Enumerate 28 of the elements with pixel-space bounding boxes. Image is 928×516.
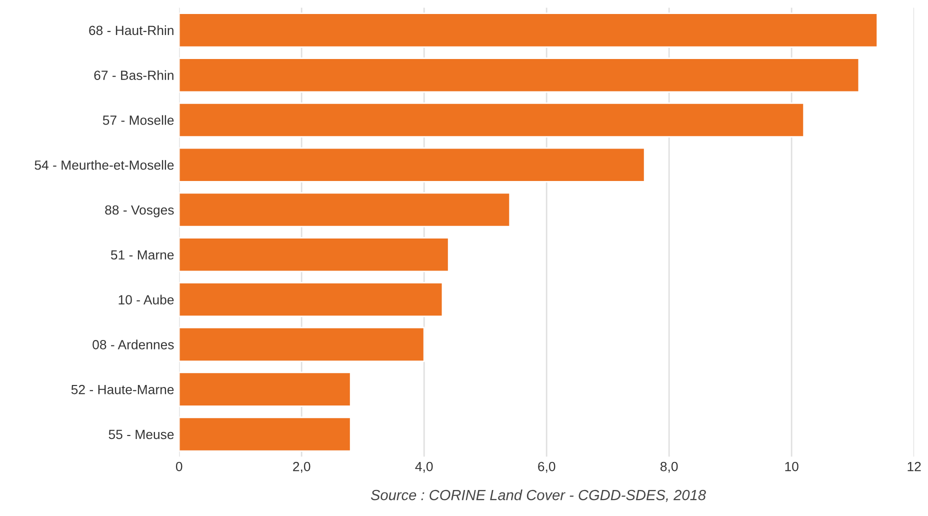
y-tick-label: 10 - Aube: [118, 294, 174, 304]
bar: [179, 372, 352, 407]
y-tick-label: 51 - Marne: [110, 250, 174, 260]
y-tick-label: 67 - Bas-Rhin: [94, 70, 174, 80]
bar: [179, 147, 646, 182]
y-tick-label: 52 - Haute-Marne: [71, 384, 174, 394]
y-tick-label: 08 - Ardennes: [92, 340, 174, 350]
bar: [179, 282, 444, 318]
y-tick-label: 88 - Vosges: [105, 205, 174, 218]
bar: [179, 58, 860, 93]
x-tick-label: 0: [176, 462, 182, 472]
x-tick-label: 2,0: [293, 462, 310, 473]
x-tick-label: 4,0: [415, 462, 433, 473]
x-tick-label: 12: [908, 462, 921, 472]
x-tick-label: 10: [785, 462, 798, 472]
bar: [179, 416, 352, 452]
y-tick-label: 68 - Haut-Rhin: [89, 25, 174, 36]
y-tick-label: 57 - Moselle: [102, 115, 174, 125]
y-tick-label: 55 - Meuse: [108, 430, 174, 440]
x-tick-label: 8,0: [660, 462, 678, 473]
y-tick-label: 54 - Meurthe-et-Moselle: [34, 160, 174, 170]
x-tick-label: 6,0: [538, 462, 556, 473]
bar: [179, 102, 805, 138]
bar: [179, 12, 878, 48]
bar: [179, 237, 450, 272]
bar: [179, 326, 425, 362]
source-note: Source : CORINE Land Cover - CGDD-SDES, 2018: [370, 490, 706, 502]
bar: [179, 192, 511, 228]
